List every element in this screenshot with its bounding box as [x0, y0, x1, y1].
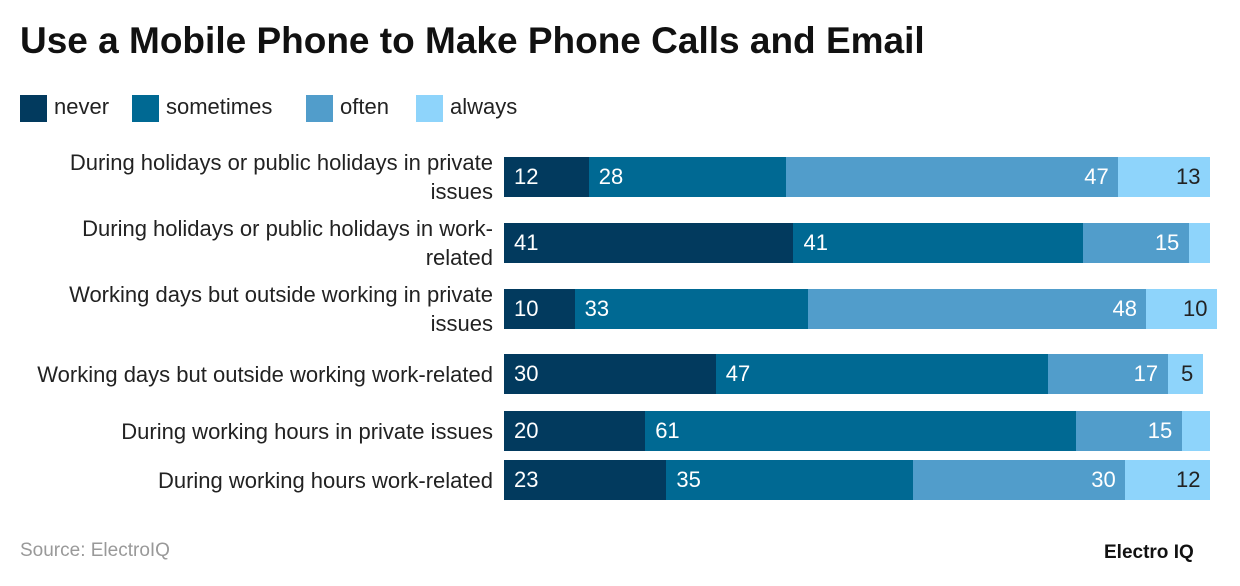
bar-segment — [1075, 411, 1182, 451]
category-label: During working hours in private issues — [121, 418, 493, 444]
legend-label: sometimes — [166, 94, 273, 119]
brand-logo: Electro IQ — [1104, 542, 1194, 563]
bar-segment — [1047, 354, 1168, 394]
bar-segment — [504, 460, 667, 500]
bar-segment — [1125, 460, 1210, 500]
legend-label: always — [450, 94, 518, 119]
legend-label: often — [340, 94, 389, 119]
bar-segment — [1082, 223, 1189, 263]
bar-segment — [588, 157, 787, 197]
value-label: 61 — [655, 418, 680, 443]
bar-segment — [666, 460, 914, 500]
legend-swatch — [306, 95, 333, 122]
value-label: 20 — [514, 418, 539, 443]
bar-segment — [504, 289, 575, 329]
category-label: During holidays or public holidays in wo… — [82, 216, 493, 270]
bar-segment — [1167, 354, 1203, 394]
chart-title: Use a Mobile Phone to Make Phone Calls a… — [20, 20, 925, 61]
value-label: 12 — [514, 164, 539, 189]
bar-segment — [504, 354, 716, 394]
value-label: 12 — [1176, 467, 1201, 492]
value-label: 10 — [1183, 296, 1208, 321]
legend-swatch — [132, 95, 159, 122]
value-label: 33 — [584, 296, 610, 321]
bar-segment — [715, 354, 1048, 394]
value-label: 23 — [514, 467, 539, 492]
category-label: Working days but outside working work-re… — [37, 361, 493, 387]
value-label: 5 — [1180, 361, 1194, 386]
legend-swatch — [416, 95, 443, 122]
value-label: 35 — [676, 467, 701, 492]
bar-segment — [574, 289, 808, 329]
value-label: 30 — [1091, 467, 1116, 492]
source: Source: ElectroIQ — [20, 540, 170, 561]
value-label: 15 — [1154, 230, 1180, 255]
bar-segment — [807, 289, 1147, 329]
bar-segment — [793, 223, 1083, 263]
bar-segment — [1146, 289, 1218, 329]
legend-swatch — [20, 95, 47, 122]
value-label: 17 — [1133, 361, 1159, 386]
bar-segment — [504, 223, 794, 263]
bar-segment — [913, 460, 1126, 500]
bar-segment — [786, 157, 1119, 197]
value-label: 41 — [803, 230, 828, 255]
value-label: 47 — [725, 361, 751, 386]
bar-segment — [1118, 157, 1210, 197]
category-label: During holidays or public holidays in pr… — [69, 150, 493, 204]
value-label: 48 — [1112, 296, 1137, 321]
value-label: 28 — [598, 164, 624, 189]
bar-segment — [504, 411, 646, 451]
category-label: Working days but outside working in priv… — [69, 282, 493, 336]
value-label: 30 — [514, 361, 539, 386]
value-label: 47 — [1084, 164, 1109, 189]
bar-segment — [1188, 223, 1210, 263]
value-label: 10 — [514, 296, 539, 321]
legend-label: never — [54, 94, 110, 119]
bar-segment — [1181, 411, 1210, 451]
bar-segment — [645, 411, 1076, 451]
category-label: During working hours work-related — [157, 467, 493, 493]
value-label: 15 — [1147, 418, 1173, 443]
value-label: 41 — [514, 230, 539, 255]
value-label: 13 — [1176, 164, 1201, 189]
bar-segment — [504, 157, 589, 197]
